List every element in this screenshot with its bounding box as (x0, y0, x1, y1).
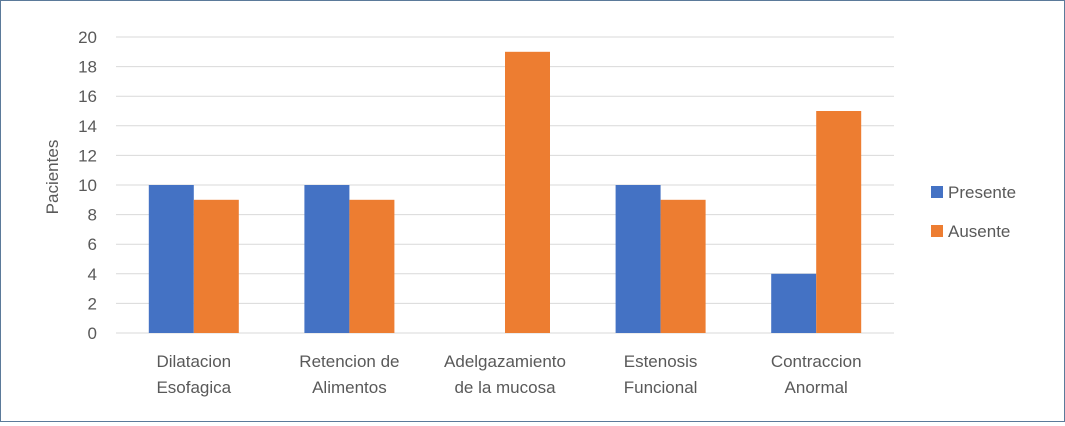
x-axis-ticks: Dilatacion Esofagica Retencion de Alimentos… (156, 352, 861, 397)
bar-ausente-4 (816, 111, 862, 333)
bars (148, 51, 862, 334)
bar-ausente-2 (505, 51, 550, 334)
x-tick-label: Estenosis Funcional (624, 352, 698, 397)
y-axis-ticks: 0 2 4 6 8 10 12 14 16 18 20 (78, 28, 97, 343)
legend-label-ausente: Ausente (948, 222, 1010, 241)
x-tick-label-line: Retencion de (299, 352, 399, 371)
x-tick-label-line: de la mucosa (454, 378, 556, 397)
x-tick-label-line: Dilatacion (156, 352, 231, 371)
bar-presente-4 (771, 273, 817, 333)
bar-presente-1 (304, 185, 350, 333)
x-tick-label: Dilatacion Esofagica (156, 352, 231, 397)
x-tick-label-line: Adelgazamiento (444, 352, 566, 371)
bar-presente-0 (148, 185, 194, 333)
y-tick-label: 14 (78, 117, 97, 136)
x-tick-label-line: Esofagica (156, 378, 231, 397)
bar-presente-3 (615, 185, 661, 333)
y-tick-label: 16 (78, 87, 97, 106)
x-tick-label-line: Anormal (785, 378, 848, 397)
bar-ausente-0 (193, 199, 239, 333)
y-tick-label: 2 (88, 294, 97, 313)
legend-swatch-ausente (931, 225, 943, 237)
y-tick-label: 0 (88, 324, 97, 343)
y-tick-label: 8 (88, 206, 97, 225)
bar-ausente-1 (349, 199, 395, 333)
x-tick-label: Adelgazamiento de la mucosa (444, 352, 566, 397)
y-tick-label: 6 (88, 235, 97, 254)
x-tick-label: Contraccion Anormal (771, 352, 862, 397)
y-axis-label: Pacientes (43, 140, 62, 215)
legend: Presente Ausente (931, 183, 1016, 241)
y-tick-label: 20 (78, 28, 97, 47)
y-tick-label: 12 (78, 146, 97, 165)
bar-ausente-3 (660, 199, 706, 333)
x-tick-label-line: Estenosis (624, 352, 698, 371)
x-tick-label-line: Contraccion (771, 352, 862, 371)
y-tick-label: 4 (88, 265, 97, 284)
legend-label-presente: Presente (948, 183, 1016, 202)
x-tick-label-line: Alimentos (312, 378, 387, 397)
y-tick-label: 10 (78, 176, 97, 195)
legend-swatch-presente (931, 186, 943, 198)
x-tick-label-line: Funcional (624, 378, 698, 397)
y-tick-label: 18 (78, 58, 97, 77)
x-tick-label: Retencion de Alimentos (299, 352, 399, 397)
